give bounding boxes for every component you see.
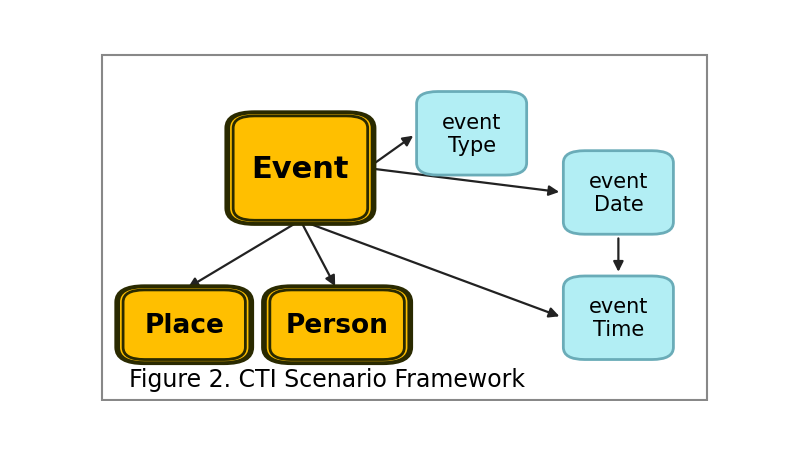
- FancyBboxPatch shape: [234, 117, 368, 221]
- FancyBboxPatch shape: [417, 92, 527, 175]
- Text: Event: Event: [252, 154, 350, 183]
- FancyBboxPatch shape: [563, 276, 673, 360]
- FancyBboxPatch shape: [563, 152, 673, 235]
- Text: event
Time: event Time: [589, 296, 648, 340]
- FancyBboxPatch shape: [267, 289, 407, 361]
- FancyBboxPatch shape: [230, 115, 371, 222]
- FancyBboxPatch shape: [270, 290, 404, 360]
- FancyBboxPatch shape: [263, 286, 412, 364]
- Text: Place: Place: [144, 312, 224, 338]
- Text: event
Date: event Date: [589, 171, 648, 215]
- FancyBboxPatch shape: [123, 290, 245, 360]
- FancyBboxPatch shape: [120, 289, 249, 361]
- Text: Person: Person: [286, 312, 388, 338]
- FancyBboxPatch shape: [116, 286, 252, 364]
- FancyBboxPatch shape: [226, 112, 375, 225]
- Text: event
Type: event Type: [442, 112, 501, 156]
- Text: Figure 2. CTI Scenario Framework: Figure 2. CTI Scenario Framework: [129, 367, 525, 391]
